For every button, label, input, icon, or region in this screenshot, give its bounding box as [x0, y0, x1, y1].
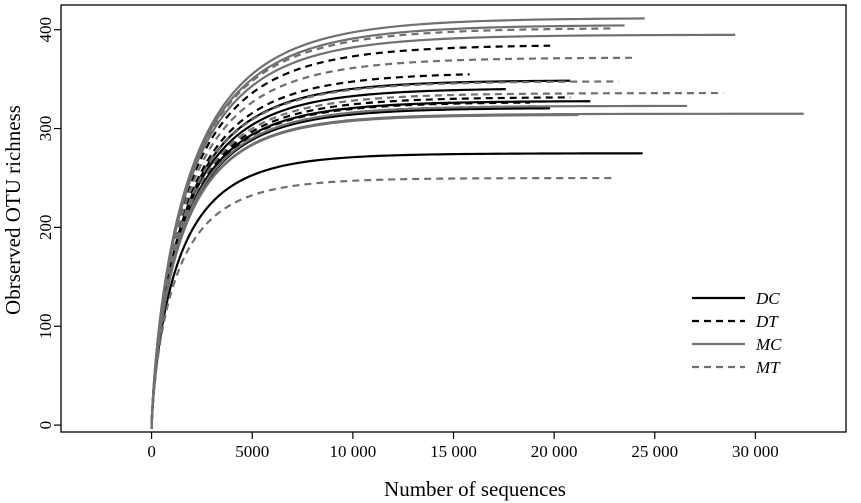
y-axis-title: Obrserved OTU richness: [1, 105, 25, 315]
x-tick-label: 30 000: [732, 442, 779, 461]
legend-label-dt: DT: [755, 312, 779, 331]
y-tick-label: 300: [36, 116, 55, 142]
curve-mt: [150, 27, 615, 430]
curve-mt: [150, 176, 615, 430]
x-tick-label: 25 000: [631, 442, 678, 461]
curve-mc: [150, 17, 645, 430]
legend-label-dc: DC: [755, 289, 780, 308]
curve-mc: [150, 113, 579, 430]
x-tick-label: 20 000: [531, 442, 578, 461]
y-axis: 0 100 200 300 400: [36, 17, 61, 429]
x-tick-label: 10 000: [329, 442, 376, 461]
y-tick-label: 0: [36, 421, 55, 430]
y-tick-label: 100: [36, 313, 55, 339]
curve-mt: [150, 91, 724, 430]
curve-mc: [150, 112, 804, 430]
curve-mt: [150, 80, 619, 430]
legend: DC DT MC MT: [692, 289, 782, 377]
curve-mc: [150, 33, 736, 430]
curves-group: [150, 17, 804, 430]
x-axis-title: Number of sequences: [384, 477, 566, 501]
y-tick-label: 400: [36, 17, 55, 43]
y-tick-label: 200: [36, 215, 55, 241]
curve-dt: [150, 73, 470, 430]
x-tick-label: 5000: [235, 442, 269, 461]
x-tick-label: 15 000: [430, 442, 477, 461]
legend-label-mt: MT: [755, 358, 781, 377]
curve-dc: [150, 152, 643, 430]
x-tick-label: 0: [147, 442, 156, 461]
curve-dt: [150, 96, 571, 430]
curve-dt: [150, 101, 531, 430]
x-axis: 0 5000 10 000 15 000 20 000 25 000 30 000: [147, 432, 779, 461]
legend-label-mc: MC: [755, 335, 782, 354]
